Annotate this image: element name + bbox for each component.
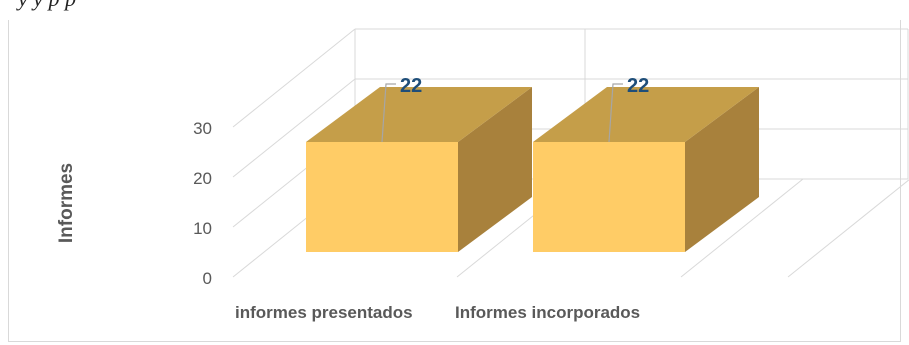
floor-divider-1 <box>680 178 804 278</box>
y-axis-title: Informes <box>56 163 77 243</box>
leader-line-2 <box>608 83 623 143</box>
bar-top-1 <box>306 87 532 142</box>
bar-front-1 <box>306 142 458 252</box>
bars-layer <box>306 87 759 252</box>
y-tick-label-10: 10 <box>193 219 212 238</box>
floor-divider-2 <box>787 179 909 278</box>
bar-front-2 <box>533 142 685 252</box>
bar-1 <box>306 87 532 252</box>
category-label-1: informes presentados <box>235 303 413 322</box>
y-tick-label-0: 0 <box>203 269 212 288</box>
page-title-fragment: y y p p <box>18 0 76 12</box>
chart-frame <box>8 20 901 342</box>
labels-layer: 22 22 <box>381 75 649 143</box>
category-label-2: Informes incorporados <box>455 303 640 322</box>
data-label-2: 22 <box>627 75 649 97</box>
y-tick-label-20: 20 <box>193 169 212 188</box>
axis-layer: informes presentados Informes incorporado… <box>56 119 640 322</box>
y-tick-label-30: 30 <box>193 119 212 138</box>
data-label-1: 22 <box>400 75 422 97</box>
bar-2 <box>533 87 759 252</box>
gridline-left-30 <box>232 28 356 128</box>
leader-line-1 <box>381 83 396 143</box>
gridline-left-20 <box>232 78 356 178</box>
bar-top-2 <box>533 87 759 142</box>
